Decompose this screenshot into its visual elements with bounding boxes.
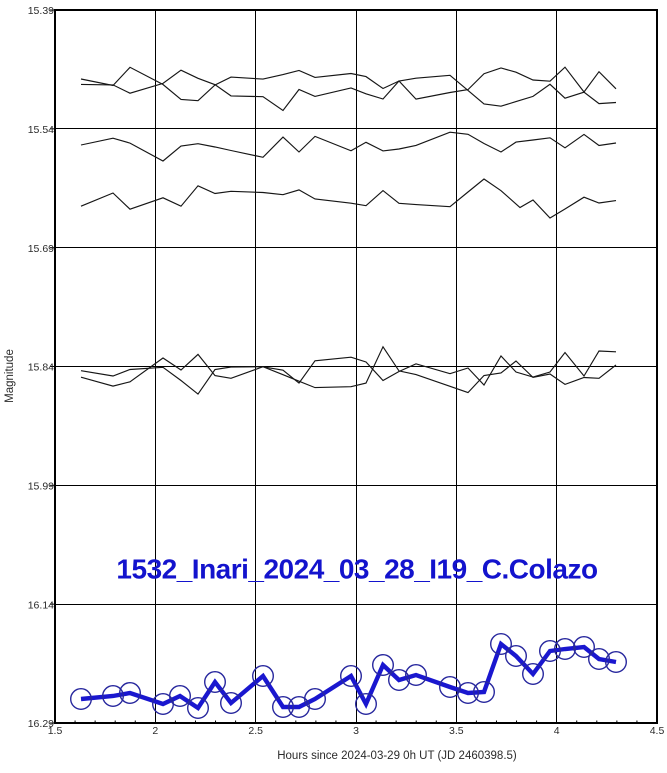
svg-text:2: 2 (152, 725, 158, 737)
svg-text:3: 3 (353, 725, 359, 737)
svg-text:4.5: 4.5 (650, 725, 665, 737)
svg-text:Hours since 2024-03-29 0h UT (: Hours since 2024-03-29 0h UT (JD 2460398… (277, 750, 517, 762)
svg-text:4: 4 (554, 725, 560, 737)
svg-text:16.14: 16.14 (28, 599, 54, 611)
svg-text:16.29: 16.29 (28, 718, 54, 730)
svg-text:2.5: 2.5 (248, 725, 263, 737)
svg-text:15.54: 15.54 (28, 124, 54, 136)
svg-text:3.5: 3.5 (449, 725, 464, 737)
svg-text:1532_Inari_2024_03_28_I19_C.Co: 1532_Inari_2024_03_28_I19_C.Colazo (116, 554, 598, 585)
svg-text:1.5: 1.5 (48, 725, 63, 737)
svg-text:15.84: 15.84 (28, 362, 54, 374)
svg-text:15.69: 15.69 (28, 243, 54, 255)
svg-text:Magnitude: Magnitude (4, 349, 16, 403)
svg-text:15.39: 15.39 (28, 5, 54, 17)
svg-text:15.99: 15.99 (28, 481, 54, 493)
